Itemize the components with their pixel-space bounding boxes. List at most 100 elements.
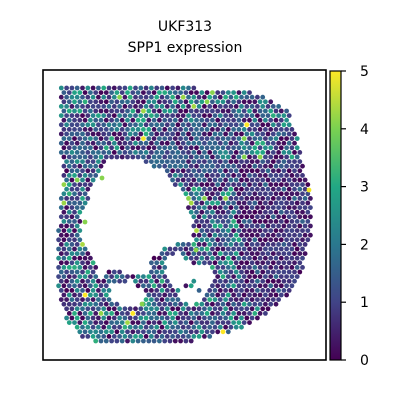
spot (260, 131, 266, 137)
spot (194, 301, 199, 307)
spot (294, 255, 300, 261)
spot (292, 214, 297, 220)
spot (249, 223, 255, 229)
spot (202, 334, 207, 339)
spot (263, 126, 268, 132)
spot (135, 329, 141, 335)
spot (74, 186, 80, 192)
spot (281, 196, 287, 201)
spot (207, 306, 213, 312)
spot (72, 136, 77, 142)
spot (265, 131, 271, 137)
spot (268, 219, 274, 224)
spot (133, 324, 138, 330)
spot (204, 99, 210, 105)
spot (281, 232, 287, 238)
colorbar-tick-label-4: 4 (360, 122, 369, 138)
spot (74, 297, 80, 302)
spot (64, 140, 69, 146)
spot (180, 324, 186, 330)
chart-title-line2: SPP1 expression (128, 40, 243, 56)
spot (196, 168, 202, 174)
spot (141, 338, 146, 344)
spot (85, 177, 91, 183)
spot (207, 168, 213, 174)
spot (106, 334, 112, 339)
spot (217, 177, 223, 183)
spot (101, 94, 107, 100)
spot (220, 274, 226, 279)
spot (231, 126, 237, 132)
spot (239, 196, 244, 201)
spot (141, 108, 146, 114)
spot (217, 122, 223, 128)
spot (273, 173, 279, 178)
spot (90, 94, 96, 100)
spot (80, 177, 85, 183)
spot (88, 136, 93, 142)
spot (270, 242, 276, 247)
spot (143, 94, 149, 100)
spot (260, 122, 266, 128)
spot (175, 334, 181, 339)
spot (191, 150, 197, 155)
spot (72, 292, 77, 298)
spot (180, 334, 186, 339)
spot (276, 177, 281, 183)
spot (244, 269, 250, 275)
spot (58, 278, 64, 284)
spot (286, 168, 292, 174)
spot (77, 90, 83, 95)
spot (85, 168, 91, 174)
spot (273, 219, 279, 224)
spot (64, 159, 69, 165)
spot (154, 288, 160, 293)
spot (273, 265, 279, 270)
spot (103, 154, 109, 160)
spot (239, 297, 244, 302)
spot (270, 159, 276, 165)
spot (305, 237, 311, 243)
spot (289, 265, 295, 270)
spot (294, 191, 300, 197)
spot (119, 136, 125, 142)
spot (260, 214, 266, 220)
spot (212, 260, 218, 266)
spot (101, 315, 107, 321)
spot (217, 131, 223, 137)
spot (278, 274, 284, 279)
spot (133, 315, 138, 321)
spot (162, 136, 168, 142)
spot (292, 186, 297, 192)
spot (56, 246, 61, 252)
spot (212, 177, 218, 183)
spot (196, 334, 202, 339)
spot (241, 237, 247, 243)
spot (247, 301, 252, 307)
spot (106, 297, 112, 302)
spot (186, 186, 191, 192)
spot (133, 306, 138, 312)
spot (149, 85, 154, 91)
spot (225, 191, 231, 197)
spot (249, 242, 255, 247)
spot (82, 265, 88, 270)
spot-high (99, 175, 105, 181)
spot (233, 269, 239, 275)
spot (202, 131, 207, 137)
spot (268, 301, 274, 307)
spot (88, 90, 93, 95)
spot (228, 150, 234, 155)
spot (69, 242, 75, 247)
spot (281, 177, 287, 183)
spot (122, 104, 128, 109)
spot (233, 288, 239, 293)
spot (260, 251, 266, 256)
spot (111, 131, 117, 137)
spot (273, 292, 279, 298)
spot (268, 154, 274, 160)
plot-frame (42, 69, 327, 361)
spot (255, 113, 260, 118)
spot (96, 131, 101, 137)
spot (90, 278, 96, 284)
